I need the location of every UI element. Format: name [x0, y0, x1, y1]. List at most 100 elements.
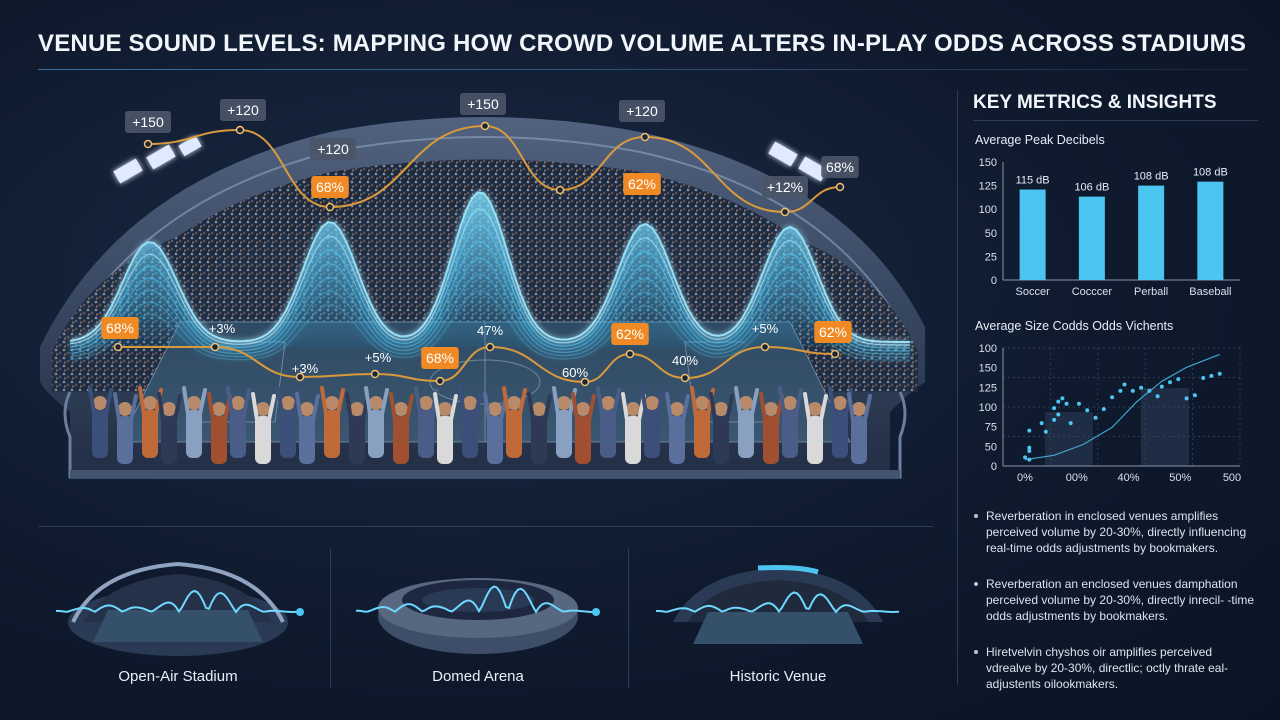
odds-point: [625, 349, 635, 359]
odds-label-text: 47%: [477, 323, 503, 338]
crowd-person: [640, 386, 665, 458]
floodlight-right: [768, 141, 828, 182]
y-tick-label: 100: [979, 402, 997, 414]
scatter-point: [1101, 407, 1106, 412]
odds-point: [640, 132, 650, 142]
scatter-point: [1217, 371, 1222, 376]
odds-point: [760, 342, 770, 352]
venue-card-open-air: Open-Air Stadium: [38, 550, 318, 700]
bar: [1078, 196, 1105, 280]
insight-item: Reverberation in enclosed venues amplifi…: [972, 508, 1257, 556]
bar: [1197, 181, 1224, 280]
upper-stands: [80, 159, 888, 347]
odds-label-text: 68%: [426, 350, 454, 366]
historic-venue-icon: [656, 565, 900, 644]
odds-point: [295, 372, 305, 382]
odds-label-text: 62%: [628, 176, 656, 192]
scatter-point: [1056, 412, 1061, 417]
odds-point: [325, 202, 335, 212]
odds-label: 62%: [814, 321, 852, 343]
y-tick-label: 50: [985, 228, 997, 240]
crowd-person: [778, 386, 803, 458]
odds-label: 40%: [672, 353, 698, 368]
scatter-point: [1147, 388, 1152, 393]
odds-point: [580, 377, 590, 387]
scatter-point: [1039, 421, 1044, 426]
y-tick-label: 75: [985, 422, 997, 434]
insight-item: Hiretvelvin chyshos oir amplifies percei…: [972, 644, 1257, 692]
odds-label: 68%: [821, 156, 859, 178]
scatter-point: [1118, 388, 1123, 393]
odds-label-text: 60%: [562, 365, 588, 380]
odds-label-text: 62%: [819, 324, 847, 340]
odds-point: [555, 185, 565, 195]
scatter-chart: 100 150 125 100 75 50 0 0% 00% 40% 50% 500: [965, 338, 1250, 488]
odds-label-text: +150: [467, 96, 499, 112]
crowd-front-row: [88, 386, 872, 464]
crowd-person: [433, 392, 458, 464]
crowd-person: [345, 392, 370, 464]
crowd-person: [364, 386, 389, 458]
stadium-illustration: +150 +120 +120 68% +150 62% +120 +12% 68% 68% +3% +…: [30, 92, 940, 487]
scatter-point: [1184, 396, 1189, 401]
odds-line-upper: [147, 124, 841, 214]
scatter-point: [1209, 373, 1214, 378]
bar: [1019, 189, 1046, 280]
venue-card-historic: Historic Venue: [638, 550, 918, 700]
odds-point: [143, 139, 153, 149]
crowd-person: [276, 386, 301, 458]
floodlight-left: [113, 135, 202, 184]
x-tick-label: 0%: [1017, 472, 1033, 484]
odds-label: +120: [619, 100, 665, 122]
insights-list: Reverberation in enclosed venues amplifi…: [972, 508, 1257, 712]
odds-label: 62%: [611, 323, 649, 345]
sound-wave: [69, 191, 910, 361]
x-tick-label: Soccer: [1016, 286, 1051, 298]
odds-label-text: +120: [626, 103, 658, 119]
y-tick-label: 150: [979, 363, 997, 375]
odds-label: 68%: [421, 347, 459, 369]
odds-label: +12%: [762, 176, 808, 198]
odds-label: +120: [220, 99, 266, 121]
crowd-person: [226, 386, 251, 458]
scatter-point: [1110, 395, 1115, 400]
trend-line: [1025, 353, 1220, 461]
crowd-person: [621, 392, 646, 464]
crowd-person: [596, 386, 621, 458]
odds-label: +3%: [292, 361, 319, 376]
bar: [1138, 185, 1165, 280]
odds-label-text: 68%: [316, 179, 344, 195]
crowd-person: [803, 392, 828, 464]
odds-label: +150: [460, 93, 506, 115]
scatter-band: [1141, 388, 1189, 466]
scatter-point: [1068, 421, 1073, 426]
odds-point: [370, 369, 380, 379]
scatter-point: [1027, 428, 1032, 433]
odds-point: [835, 182, 845, 192]
scatter-point: [1085, 408, 1090, 413]
crowd-person: [182, 386, 207, 458]
crowd-person: [734, 386, 759, 458]
section-divider: [38, 526, 933, 527]
x-tick-label: 40%: [1117, 472, 1139, 484]
odds-point: [480, 121, 490, 131]
scatter-point: [1064, 401, 1069, 406]
bar-value-label: 106 dB: [1074, 182, 1109, 194]
y-tick-label: 125: [979, 181, 997, 193]
odds-label-text: +5%: [365, 350, 392, 365]
venue-divider-2: [628, 548, 629, 688]
odds-label-text: +12%: [767, 179, 803, 195]
odds-label: 60%: [562, 365, 588, 380]
title-divider: [38, 69, 1248, 70]
crowd-person: [251, 392, 276, 464]
odds-label-text: 40%: [672, 353, 698, 368]
crowd-person: [665, 392, 690, 464]
scatter-point: [1052, 417, 1057, 422]
crowd-person: [458, 386, 483, 458]
insight-item: Reverberation an enclosed venues damphat…: [972, 576, 1257, 624]
odds-label: 68%: [311, 176, 349, 198]
x-tick-label: 00%: [1066, 472, 1088, 484]
odds-point: [235, 125, 245, 135]
y-tick-label: 0: [991, 275, 997, 287]
crowd-person: [157, 392, 182, 464]
